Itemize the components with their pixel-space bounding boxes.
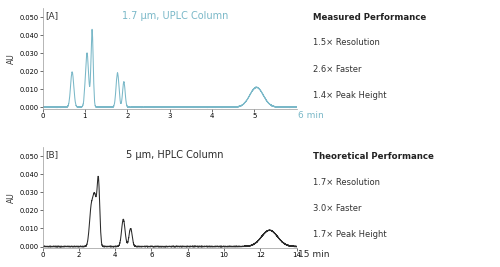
Text: 1.5× Resolution: 1.5× Resolution bbox=[314, 38, 380, 47]
Text: 2.6× Faster: 2.6× Faster bbox=[314, 65, 362, 73]
Text: 1.7× Peak Height: 1.7× Peak Height bbox=[314, 230, 387, 239]
Text: 15 min: 15 min bbox=[298, 250, 330, 259]
Text: Theoretical Performance: Theoretical Performance bbox=[314, 152, 434, 161]
Text: 1.4× Peak Height: 1.4× Peak Height bbox=[314, 91, 387, 100]
Text: 3.0× Faster: 3.0× Faster bbox=[314, 204, 362, 213]
Text: 6 min: 6 min bbox=[298, 111, 324, 120]
Text: [A]: [A] bbox=[45, 11, 58, 20]
Text: 1.7 μm, UPLC Column: 1.7 μm, UPLC Column bbox=[122, 11, 228, 21]
Text: [B]: [B] bbox=[45, 150, 58, 159]
Y-axis label: AU: AU bbox=[8, 193, 16, 203]
Text: 1.7× Resolution: 1.7× Resolution bbox=[314, 178, 380, 187]
Text: Measured Performance: Measured Performance bbox=[314, 13, 426, 22]
Text: 5 μm, HPLC Column: 5 μm, HPLC Column bbox=[126, 150, 224, 160]
Y-axis label: AU: AU bbox=[8, 53, 16, 64]
